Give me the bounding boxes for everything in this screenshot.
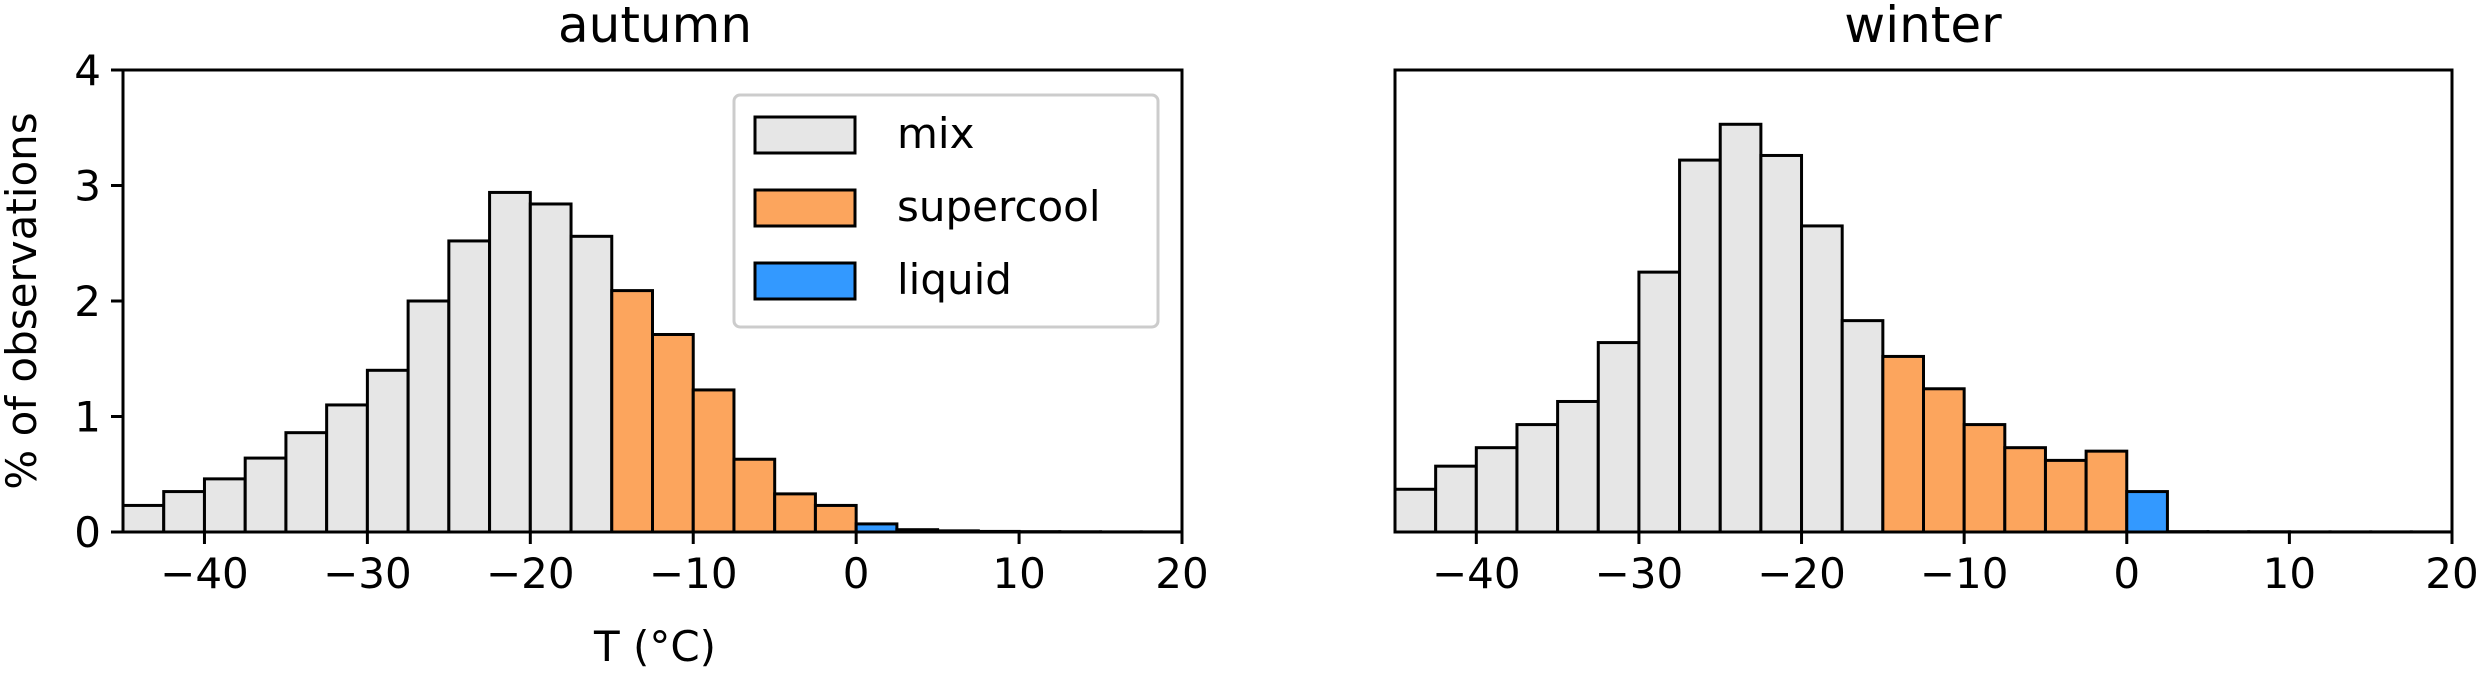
bar-mix-11 bbox=[569, 234, 614, 534]
bar-supercool-3 bbox=[2003, 446, 2047, 534]
legend-swatch-supercool bbox=[753, 188, 857, 228]
bar-mix-9 bbox=[488, 190, 532, 534]
bar-mix-8 bbox=[447, 239, 492, 534]
bar-mix-7 bbox=[1678, 158, 1722, 534]
y-tick-label: 1 bbox=[74, 393, 101, 442]
bar-supercool-1 bbox=[1922, 387, 1966, 534]
x-axis-label: T (°C) bbox=[593, 622, 716, 671]
bar-mix-5 bbox=[1596, 341, 1641, 534]
bar-mix-0 bbox=[121, 503, 166, 534]
y-tick-label: 3 bbox=[74, 162, 101, 211]
bar-mix-7 bbox=[406, 299, 451, 534]
bar-mix-2 bbox=[202, 477, 247, 534]
bar-mix-9 bbox=[1759, 153, 1804, 534]
x-tick-label: 20 bbox=[2425, 549, 2478, 598]
x-tick-label: 20 bbox=[1155, 549, 1208, 598]
bar-supercool-2 bbox=[691, 388, 736, 534]
bar-mix-6 bbox=[1637, 270, 1682, 534]
legend: mix supercool liquid bbox=[732, 93, 1160, 329]
panel-autumn: autumn −40 −30 −20 −10 0 10 20 0 1 2 3 4 T (°C) % … bbox=[0, 0, 1209, 671]
bar-mix-1 bbox=[1434, 464, 1478, 534]
x-tick-label: 0 bbox=[2113, 549, 2140, 598]
bar-mix-10 bbox=[528, 202, 573, 534]
x-ticks-winter: −40 −30 −20 −10 0 10 20 bbox=[1432, 532, 2479, 598]
y-tick-label: 2 bbox=[74, 277, 101, 326]
bar-mix-6 bbox=[365, 368, 410, 534]
panel-winter: winter −40 −30 −20 −10 0 10 20 bbox=[1393, 0, 2479, 598]
legend-label-supercool: supercool bbox=[897, 182, 1101, 231]
bar-mix-4 bbox=[284, 431, 329, 534]
bar-supercool-0 bbox=[610, 289, 654, 534]
y-tick-label: 4 bbox=[74, 46, 101, 95]
bars-winter bbox=[1393, 122, 2454, 534]
plot-frame-winter bbox=[1393, 68, 2454, 534]
plot-frame-autumn bbox=[121, 68, 1184, 534]
x-tick-label: −30 bbox=[1595, 549, 1684, 598]
y-tick-label: 0 bbox=[74, 508, 101, 557]
bar-supercool-4 bbox=[2043, 458, 2088, 534]
bar-supercool-5 bbox=[813, 503, 858, 534]
x-tick-label: −20 bbox=[1757, 549, 1846, 598]
legend-label-liquid: liquid bbox=[897, 255, 1012, 304]
x-tick-label: −40 bbox=[1432, 549, 1521, 598]
bar-mix-8 bbox=[1718, 122, 1763, 534]
y-axis-label: % of observations bbox=[0, 112, 46, 489]
bar-mix-3 bbox=[243, 456, 288, 534]
x-tick-label: 0 bbox=[843, 549, 870, 598]
bar-mix-0 bbox=[1393, 487, 1438, 534]
bar-liquid-0 bbox=[2125, 490, 2169, 534]
chart-title-autumn: autumn bbox=[558, 0, 752, 54]
bar-supercool-2 bbox=[1962, 423, 2007, 534]
x-tick-label: −30 bbox=[323, 549, 412, 598]
bar-mix-4 bbox=[1556, 399, 1600, 534]
x-tick-label: −20 bbox=[486, 549, 575, 598]
bar-mix-5 bbox=[325, 403, 369, 534]
y-ticks-autumn: 0 1 2 3 4 bbox=[74, 46, 123, 557]
x-tick-label: 10 bbox=[2263, 549, 2316, 598]
x-ticks-autumn: −40 −30 −20 −10 0 10 20 bbox=[160, 532, 1209, 598]
legend-swatch-mix bbox=[753, 115, 857, 155]
bar-mix-11 bbox=[1840, 319, 1885, 534]
bar-supercool-5 bbox=[2084, 449, 2129, 534]
x-tick-label: 10 bbox=[992, 549, 1045, 598]
bar-mix-2 bbox=[1474, 446, 1519, 534]
x-tick-label: −40 bbox=[160, 549, 249, 598]
bar-mix-1 bbox=[162, 490, 206, 534]
bar-mix-3 bbox=[1515, 423, 1560, 534]
bar-supercool-1 bbox=[651, 332, 695, 534]
x-tick-label: −10 bbox=[1920, 549, 2009, 598]
legend-label-mix: mix bbox=[897, 109, 974, 158]
bar-supercool-4 bbox=[773, 492, 817, 534]
chart-title-winter: winter bbox=[1844, 0, 2002, 54]
x-tick-label: −10 bbox=[649, 549, 738, 598]
bar-supercool-3 bbox=[732, 457, 777, 534]
bar-mix-10 bbox=[1800, 224, 1844, 534]
legend-swatch-liquid bbox=[753, 261, 857, 301]
bar-supercool-0 bbox=[1881, 354, 1926, 534]
